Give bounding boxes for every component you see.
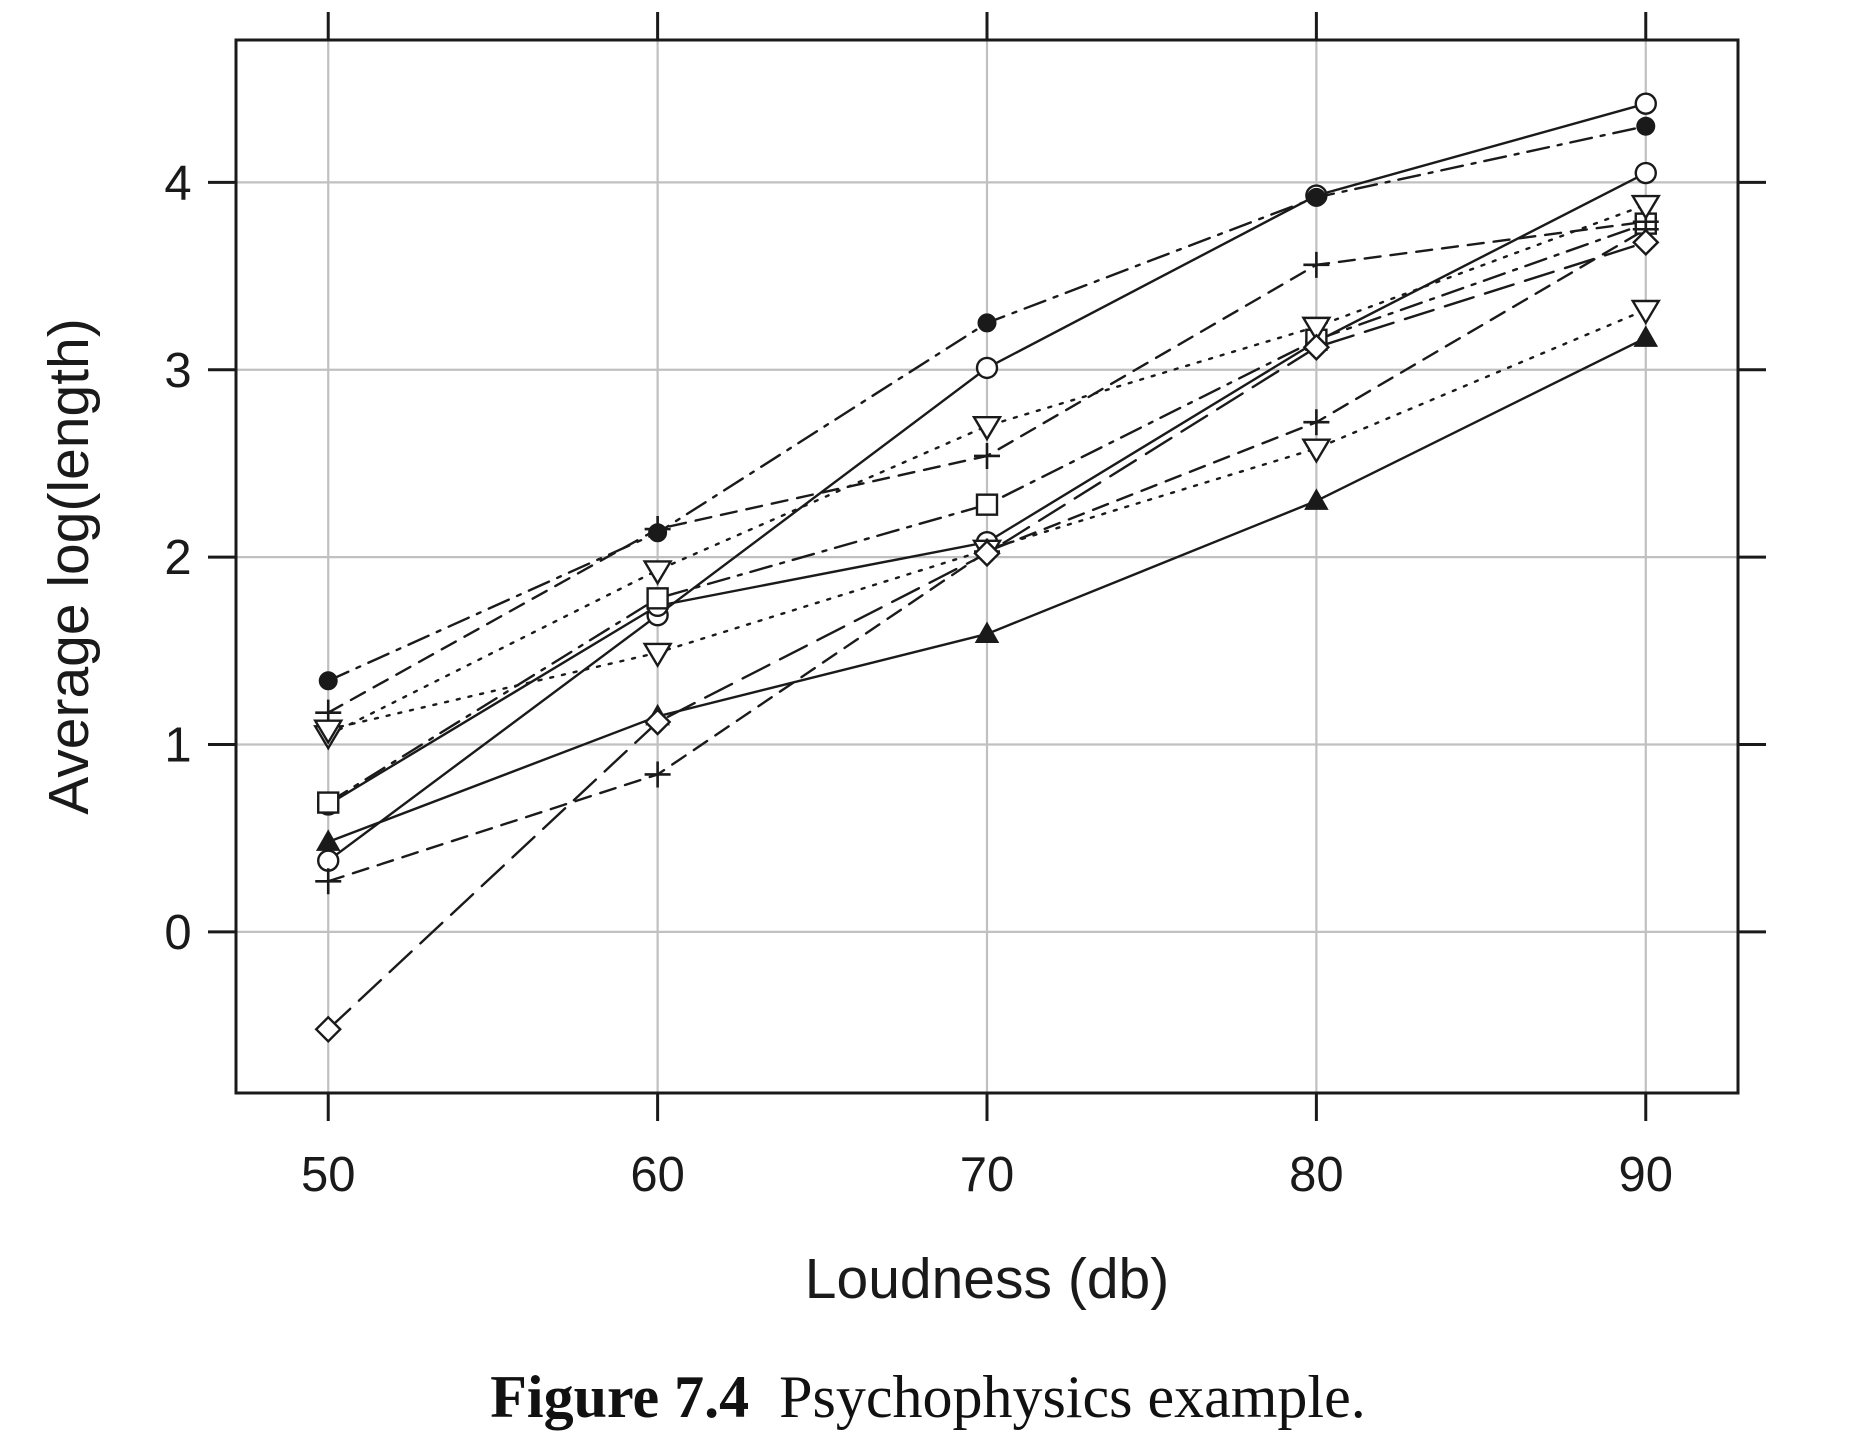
- figure-caption-text: Psychophysics example.: [779, 1364, 1366, 1430]
- y-tick-label: 2: [164, 531, 191, 585]
- series-6-point: [1303, 251, 1330, 278]
- series-line-7: [327, 203, 1647, 737]
- series-8-point: [1301, 438, 1332, 464]
- series-7-point: [1630, 194, 1661, 221]
- series-2-point: [977, 313, 997, 333]
- x-tick-label: 80: [1289, 1148, 1344, 1202]
- series-1-point: [1634, 92, 1657, 115]
- series-3-point: [1633, 325, 1659, 347]
- series-10-point: [1632, 228, 1660, 257]
- x-axis-title: Loudness (db): [805, 1247, 1169, 1311]
- series-5-point: [646, 587, 669, 610]
- series-10-point: [314, 1015, 342, 1043]
- series-3-point: [315, 829, 341, 851]
- series-10-point: [643, 708, 672, 736]
- series-5-point: [975, 493, 999, 516]
- series-2-point: [1636, 116, 1656, 136]
- y-axis-title: Average log(length): [37, 318, 101, 814]
- series-5-point: [317, 791, 340, 814]
- series-9-point: [315, 868, 342, 895]
- series-9-point: [644, 761, 671, 788]
- series-8-point: [1630, 299, 1661, 326]
- series-1-point: [317, 849, 340, 872]
- y-tick-label: 3: [164, 344, 191, 398]
- series-8-point: [642, 642, 673, 669]
- series-6-point: [644, 516, 671, 543]
- x-tick-label: 60: [630, 1148, 685, 1202]
- x-tick-label: 70: [960, 1148, 1015, 1202]
- tick-labels: 50 60 70 80 90 0 1 2 3 4: [164, 156, 1673, 1202]
- x-tick-label: 50: [301, 1148, 356, 1202]
- series-7-point: [1301, 316, 1332, 343]
- series-1-point: [975, 356, 999, 380]
- series-10-point: [1302, 333, 1331, 361]
- series-8-point: [313, 719, 344, 745]
- series-3-point: [974, 621, 1000, 643]
- y-tick-label: 1: [164, 718, 191, 772]
- series-10-point: [973, 539, 1001, 568]
- series-2-point: [1306, 187, 1326, 207]
- series-6-point: [974, 442, 1000, 469]
- figure-label: Figure 7.4: [490, 1364, 750, 1430]
- series-7-point: [642, 560, 673, 586]
- series-4-point: [1634, 161, 1657, 185]
- axis-ticks: [208, 12, 1766, 1121]
- series-markers: [313, 92, 1661, 1043]
- chart: 50 60 70 80 90 0 1 2 3 4 Loudness (db) Average lo…: [37, 12, 1766, 1311]
- figure-caption: Figure 7.4 Psychophysics example.: [0, 1367, 1856, 1427]
- x-tick-label: 90: [1619, 1148, 1674, 1202]
- series-3-point: [1304, 488, 1329, 510]
- series-2-point: [318, 671, 338, 691]
- y-tick-label: 4: [164, 156, 191, 210]
- y-tick-label: 0: [164, 906, 191, 960]
- series-9-point: [1303, 409, 1330, 436]
- series-7-point: [971, 415, 1003, 442]
